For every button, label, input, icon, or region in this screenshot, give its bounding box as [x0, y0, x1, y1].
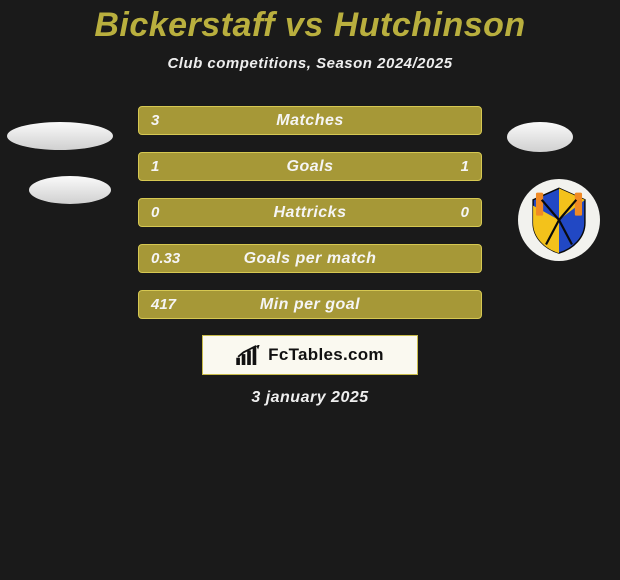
stat-left-value: 417: [151, 296, 176, 313]
table-row: 0 Hattricks 0: [138, 198, 482, 227]
stat-label: Hattricks: [274, 204, 347, 222]
subtitle: Club competitions, Season 2024/2025: [0, 55, 620, 72]
table-row: 1 Goals 1: [138, 152, 482, 181]
page-title: Bickerstaff vs Hutchinson: [0, 0, 620, 45]
stat-left-value: 0.33: [151, 250, 180, 267]
stat-right-value: 1: [461, 158, 469, 175]
table-row: 417 Min per goal: [138, 290, 482, 319]
player-photo-placeholder: [507, 122, 573, 152]
crest-icon: [523, 184, 595, 256]
generated-date: 3 january 2025: [0, 389, 620, 407]
stat-left-value: 1: [151, 158, 159, 175]
stat-label: Min per goal: [260, 296, 360, 314]
stat-right-value: 0: [461, 204, 469, 221]
logo-text: FcTables.com: [268, 345, 384, 365]
stat-label: Goals per match: [244, 250, 377, 268]
stat-left-value: 3: [151, 112, 159, 129]
table-row: 3 Matches: [138, 106, 482, 135]
club-badge-placeholder: [29, 176, 111, 204]
stat-left-value: 0: [151, 204, 159, 221]
table-row: 0.33 Goals per match: [138, 244, 482, 273]
player-photo-placeholder: [7, 122, 113, 150]
club-crest: [518, 179, 600, 261]
stat-label: Goals: [287, 158, 334, 176]
site-logo[interactable]: FcTables.com: [202, 335, 418, 375]
stat-label: Matches: [276, 112, 344, 130]
chart-icon: [236, 345, 262, 365]
